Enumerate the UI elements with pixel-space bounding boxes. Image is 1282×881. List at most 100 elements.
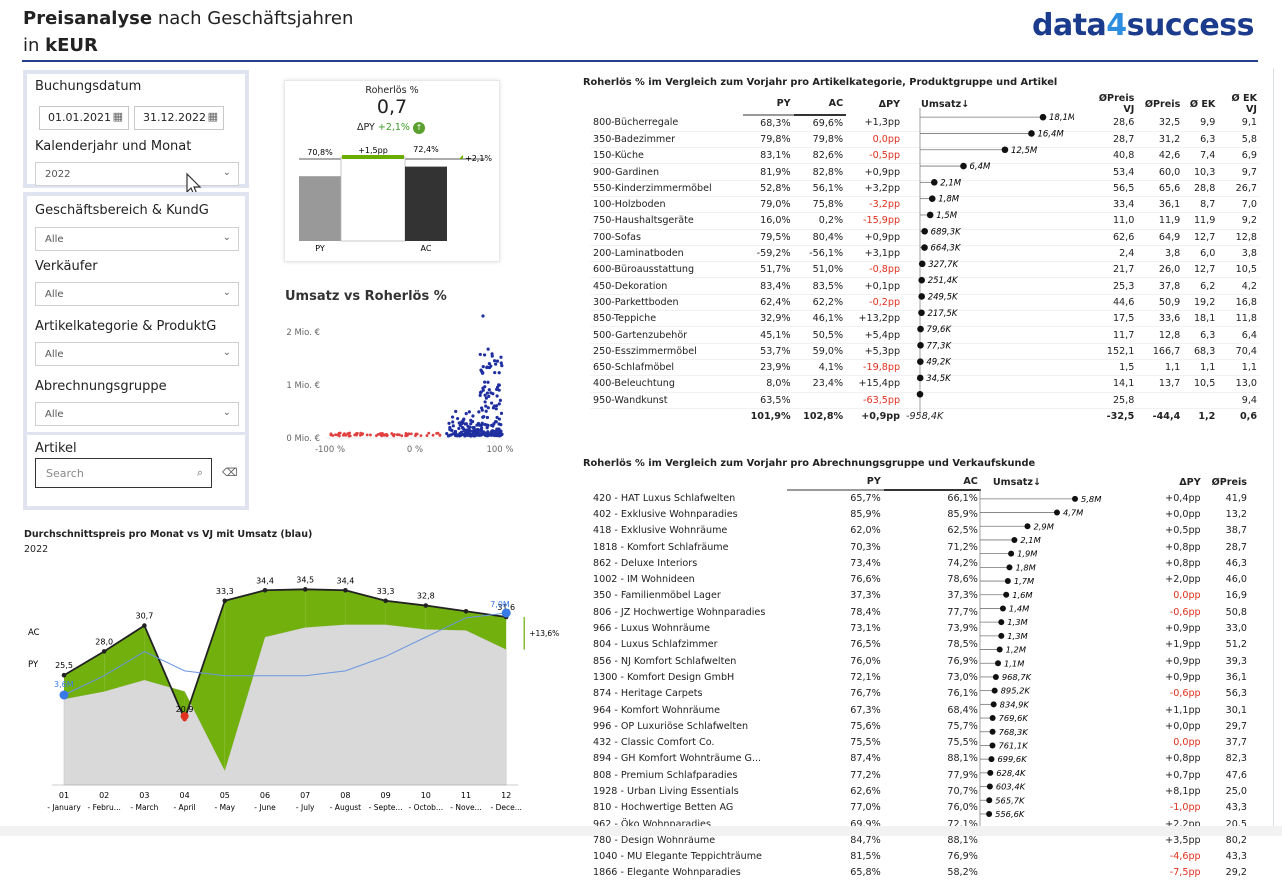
table-row[interactable]: 432 - Classic Comfort Co. 75,5% 75,5% 0,0pp… <box>590 734 1250 750</box>
row-label: 250-Esszimmermöbel <box>593 345 697 357</box>
umsatz-line <box>63 612 507 696</box>
table-row[interactable]: 650-Schlafmöbel 23,9% 4,1% -19,8pp 1,5 1,1 1,1… <box>590 359 1260 376</box>
t1-col-header[interactable]: AC <box>793 93 847 116</box>
kalender-dropdown[interactable]: 2022 ⌄ <box>35 162 239 186</box>
cell: -19,8pp <box>863 362 901 374</box>
table-row[interactable]: 1002 - IM Wohnideen 76,6% 78,6% +2,0pp 46,0 <box>590 571 1250 587</box>
eraser-icon[interactable]: ⌫ <box>222 466 238 479</box>
abrechnung-dropdown[interactable]: Alle ⌄ <box>35 402 239 426</box>
table-row[interactable]: 150-Küche 83,1% 82,6% -0,5pp 40,8 42,6 7,4 6,9 <box>590 148 1260 164</box>
umsatz-cell <box>981 865 1157 881</box>
table-row[interactable]: 964 - Komfort Wohnräume 67,3% 68,4% +1,1pp 3… <box>590 702 1250 718</box>
table-row[interactable]: 996 - OP Luxuriöse Schlafwelten 75,6% 75,7… <box>590 718 1250 734</box>
table-row[interactable]: 418 - Exklusive Wohnräume 62,0% 62,5% +0,5p… <box>590 523 1250 539</box>
t1-col-header[interactable]: Ø EK VJ <box>1231 93 1257 115</box>
table-row[interactable]: 950-Wandkunst 63,5% -63,5pp 25,8 9,4 <box>590 392 1260 409</box>
scatter-point <box>490 423 494 427</box>
row-label: 950-Wandkunst <box>593 394 668 406</box>
umsatz-dot <box>1053 509 1060 516</box>
umsatz-cell <box>981 849 1157 865</box>
cell: 0,0pp <box>1173 737 1201 749</box>
cell: 5,8 <box>1241 133 1257 145</box>
table-row[interactable]: 806 - JZ Hochwertige Wohnparadies 78,4% 77… <box>590 604 1250 620</box>
cell: 36,1 <box>1158 199 1181 211</box>
table-row[interactable]: 862 - Deluxe Interiors 73,4% 74,2% +0,8pp 46… <box>590 555 1250 571</box>
artkat-dropdown[interactable]: Alle ⌄ <box>35 342 239 366</box>
t1-col-header[interactable]: Ø EK <box>1189 98 1216 110</box>
scatter-point <box>471 425 475 430</box>
table-row[interactable]: 810 - Hochwertige Betten AG 77,0% 76,0% -1,… <box>590 800 1250 816</box>
verkaeufer-dropdown[interactable]: Alle ⌄ <box>35 282 239 306</box>
table-row[interactable]: 1928 - Urban Living Essentials 62,6% 70,7%… <box>590 783 1250 799</box>
table-row[interactable]: 400-Beleuchtung 8,0% 23,4% +15,4pp 14,1 13,7 1… <box>590 376 1260 393</box>
cell: 25,8 <box>1112 394 1135 406</box>
table-row[interactable]: 500-Gartenzubehör 45,1% 50,5% +5,4pp 11,7 12,… <box>590 327 1260 344</box>
table-row[interactable]: 900-Gardinen 81,9% 82,8% +0,9pp 53,4 60,0 10,3… <box>590 164 1260 181</box>
table-row[interactable]: 550-Kinderzimmermöbel 52,8% 56,1% +3,2pp 56,… <box>590 180 1260 197</box>
umsatz-dot <box>1024 523 1031 530</box>
cell: 77,2% <box>850 769 881 781</box>
table-row[interactable]: 1300 - Komfort Design GmbH 72,1% 73,0% +0,9… <box>590 669 1250 685</box>
scatter-point <box>498 398 503 403</box>
calendar-icon[interactable]: ▦ <box>112 110 123 123</box>
t2-col-header[interactable]: ΔPY <box>1179 476 1201 488</box>
table-row[interactable]: 1866 - Elegante Wohnparadies 65,8% 58,2% -7… <box>590 865 1250 881</box>
cell: 75,5% <box>947 737 978 749</box>
table-row[interactable]: 966 - Luxus Wohnräume 73,1% 73,9% +0,9pp 33,… <box>590 620 1250 636</box>
t1-col-header[interactable]: Umsatz↓ <box>921 98 970 110</box>
t2-col-header[interactable]: PY <box>786 474 884 491</box>
cell: 12,7 <box>1193 264 1216 276</box>
table-row[interactable]: 1040 - MU Elegante Teppichträume 81,5% 76,… <box>590 849 1250 865</box>
cell: +2,0pp <box>1165 574 1201 586</box>
t1-col-header[interactable]: ØPreis VJ <box>1098 93 1135 115</box>
table-row[interactable]: 450-Dekoration 83,4% 83,5% +0,1pp 25,3 37,8 6,… <box>590 278 1260 295</box>
row-label: 420 - HAT Luxus Schlafwelten <box>593 492 736 504</box>
table-row[interactable]: 850-Teppiche 32,9% 46,1% +13,2pp 17,5 33,6 18,… <box>590 311 1260 327</box>
cell: 11,7 <box>1112 329 1135 341</box>
ac-point <box>383 598 388 604</box>
t2-col-header[interactable]: Umsatz↓ <box>992 476 1042 488</box>
kpi-py-value: 70,8% <box>307 148 333 157</box>
umsatz-label: 16,4M <box>1037 129 1064 139</box>
t1-col-header[interactable]: ØPreis <box>1144 98 1181 110</box>
table-row[interactable]: 800-Bücherregale 68,3% 69,6% +1,3pp 28,6 32,5… <box>590 115 1260 132</box>
table-row[interactable]: 200-Laminatboden -59,2% -56,1% +3,1pp 2,4 3,8… <box>590 245 1260 262</box>
t2-col-header[interactable]: AC <box>883 474 981 491</box>
scatter-point <box>499 429 503 433</box>
artikel-search-input[interactable]: Search ⌕ <box>35 458 212 488</box>
search-icon: ⌕ <box>196 466 203 479</box>
calendar-icon[interactable]: ▦ <box>207 110 218 123</box>
table-row[interactable]: 250-Esszimmermöbel 53,7% 59,0% +5,3pp 152,1 1… <box>590 343 1260 360</box>
delta-area <box>184 600 225 771</box>
scatter-point <box>483 422 487 427</box>
table-row[interactable]: 300-Parkettboden 62,4% 62,2% -0,2pp 44,6 50,9… <box>590 294 1260 311</box>
table-row[interactable]: 600-Büroausstattung 51,7% 51,0% -0,8pp 21,7 2… <box>590 262 1260 278</box>
date-to-input[interactable]: 31.12.2022 ▦ <box>134 106 224 130</box>
scatter-point <box>480 426 484 430</box>
page-frame <box>12 68 1274 826</box>
date-from-input[interactable]: 01.01.2021 ▦ <box>39 106 129 130</box>
t1-col-header[interactable]: PY <box>743 93 794 116</box>
cell: 76,6% <box>850 574 881 586</box>
line-chart-title: Durchschnittspreis pro Monat vs VJ mit U… <box>24 529 313 540</box>
table-row[interactable]: 894 - GH Komfort Wohnträume G... 87,4% 88,… <box>590 751 1250 767</box>
table-row[interactable]: 420 - HAT Luxus Schlafwelten 65,7% 66,1% +0… <box>590 490 1250 506</box>
t1-col-header[interactable]: ΔPY <box>878 98 901 110</box>
scatter-point <box>438 433 442 437</box>
table-row[interactable]: 874 - Heritage Carpets 76,7% 76,1% -0,6pp 56… <box>590 686 1250 702</box>
t2-col-header[interactable]: ØPreis <box>1211 476 1247 488</box>
x-tick: 01 <box>59 791 69 800</box>
table-row[interactable]: 1818 - Komfort Schlafräume 70,3% 71,2% +0,8… <box>590 539 1250 555</box>
kpi-card-roherloes: Roherlös % 0,7 ΔPY +2,1% ↑ 70,8% +1,5pp … <box>284 80 500 262</box>
table-row[interactable]: 402 - Exklusive Wohnparadies 85,9% 85,9% +0… <box>590 506 1250 522</box>
table-row[interactable]: 808 - Premium Schlafparadies 77,2% 77,9% +0… <box>590 767 1250 783</box>
x-tick: 02 <box>99 791 109 800</box>
gb-dropdown[interactable]: Alle ⌄ <box>35 227 239 251</box>
table-row[interactable]: 350-Badezimmer 79,8% 79,8% 0,0pp 28,7 31,2 6,3… <box>590 131 1260 148</box>
table-row[interactable]: 804 - Luxus Schlafzimmer 76,5% 78,5% +1,9pp… <box>590 637 1250 653</box>
table-row[interactable]: 856 - NJ Komfort Schlafwelten 76,0% 76,9% +… <box>590 653 1250 669</box>
table-row[interactable]: 962 - Öko Wohnparadies 69,9% 72,1% +2,2pp 20… <box>590 816 1250 832</box>
table-row[interactable]: 350 - Familienmöbel Lager 37,3% 37,3% 0,0pp… <box>590 588 1250 604</box>
cell: 87,4% <box>850 753 881 765</box>
table-row[interactable]: 100-Holzboden 79,0% 75,8% -3,2pp 33,4 36,1 8,7… <box>590 196 1260 213</box>
